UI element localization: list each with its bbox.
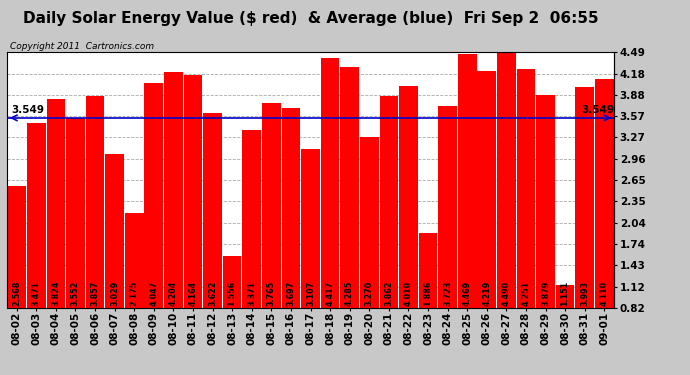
Text: 3.029: 3.029 xyxy=(110,281,119,306)
Text: 3.697: 3.697 xyxy=(286,281,295,306)
Text: 1.556: 1.556 xyxy=(228,281,237,306)
Text: 4.204: 4.204 xyxy=(169,281,178,306)
Bar xyxy=(497,53,515,364)
Text: Daily Solar Energy Value ($ red)  & Average (blue)  Fri Sep 2  06:55: Daily Solar Energy Value ($ red) & Avera… xyxy=(23,11,598,26)
Text: 3.862: 3.862 xyxy=(384,281,393,306)
Bar xyxy=(340,67,359,364)
Bar xyxy=(184,75,202,364)
Bar xyxy=(556,285,575,364)
Text: 3.471: 3.471 xyxy=(32,281,41,306)
Text: 3.723: 3.723 xyxy=(443,281,452,306)
Bar xyxy=(438,106,457,364)
Bar xyxy=(536,95,555,364)
Bar xyxy=(66,118,85,364)
Text: 3.549: 3.549 xyxy=(11,105,44,115)
Bar xyxy=(144,83,163,364)
Text: 2.568: 2.568 xyxy=(12,281,21,306)
Text: 4.490: 4.490 xyxy=(502,281,511,306)
Text: 3.549: 3.549 xyxy=(581,105,614,115)
Text: 4.469: 4.469 xyxy=(463,281,472,306)
Text: 4.219: 4.219 xyxy=(482,281,491,306)
Text: 3.622: 3.622 xyxy=(208,281,217,306)
Bar xyxy=(125,213,144,364)
Text: 3.107: 3.107 xyxy=(306,281,315,306)
Text: 3.993: 3.993 xyxy=(580,281,589,306)
Bar xyxy=(282,108,300,364)
Text: 3.270: 3.270 xyxy=(365,281,374,306)
Bar xyxy=(223,256,241,364)
Text: 4.110: 4.110 xyxy=(600,281,609,306)
Bar xyxy=(321,58,339,364)
Text: 3.371: 3.371 xyxy=(247,281,256,306)
Text: 2.175: 2.175 xyxy=(130,281,139,306)
Bar xyxy=(164,72,183,364)
Bar xyxy=(8,186,26,364)
Bar xyxy=(380,96,398,364)
Text: 4.251: 4.251 xyxy=(522,281,531,306)
Text: 4.417: 4.417 xyxy=(326,281,335,306)
Bar xyxy=(575,87,594,364)
Bar xyxy=(458,54,477,364)
Text: Copyright 2011  Cartronics.com: Copyright 2011 Cartronics.com xyxy=(10,42,154,51)
Text: 4.285: 4.285 xyxy=(345,281,354,306)
Text: 1.886: 1.886 xyxy=(424,281,433,306)
Bar xyxy=(360,137,379,364)
Bar xyxy=(517,69,535,364)
Text: 3.857: 3.857 xyxy=(90,281,99,306)
Bar xyxy=(204,113,222,364)
Bar xyxy=(419,233,437,364)
Bar xyxy=(302,148,319,364)
Bar xyxy=(399,86,417,364)
Text: 3.552: 3.552 xyxy=(71,281,80,306)
Bar xyxy=(477,71,496,364)
Bar xyxy=(27,123,46,364)
Text: 1.151: 1.151 xyxy=(561,281,570,306)
Text: 4.010: 4.010 xyxy=(404,281,413,306)
Text: 3.824: 3.824 xyxy=(51,281,60,306)
Text: 3.879: 3.879 xyxy=(541,281,550,306)
Bar xyxy=(242,130,261,364)
Bar xyxy=(106,154,124,364)
Text: 4.047: 4.047 xyxy=(149,281,158,306)
Text: 3.765: 3.765 xyxy=(267,281,276,306)
Bar xyxy=(262,103,281,364)
Bar xyxy=(46,99,65,364)
Bar xyxy=(595,79,613,364)
Text: 4.164: 4.164 xyxy=(188,281,197,306)
Bar xyxy=(86,96,104,364)
